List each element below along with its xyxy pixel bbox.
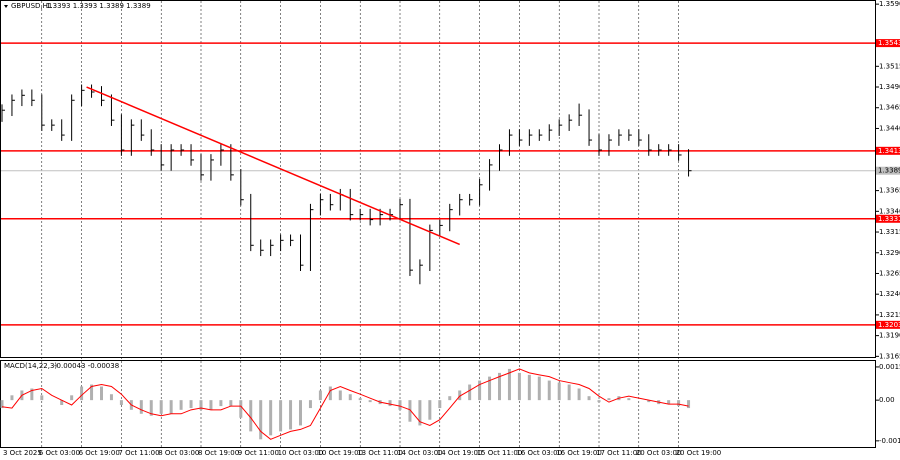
chart-title: GBPUSD,H1 [11, 2, 52, 10]
indicator-values: -0.00043 -0.00038 [54, 362, 119, 370]
y-tick-label: 1.3240 [879, 290, 900, 298]
x-tick-label: 20 Oct 19:00 [676, 449, 722, 457]
x-tick-label: 6 Oct 03:00 [39, 449, 80, 457]
trend-line [86, 86, 460, 246]
menu-arrow [4, 5, 8, 8]
indicator-title: MACD(14,22,3) [4, 362, 57, 370]
x-tick-label: 6 Oct 19:00 [79, 449, 120, 457]
macd-panel [0, 360, 876, 448]
y-tick-label: 1.3190 [879, 332, 900, 340]
x-tick-label: 20 Oct 03:00 [636, 449, 682, 457]
level-box [876, 320, 900, 329]
y-tick-label: 0.00 [879, 396, 895, 404]
y-tick-label: 1.3215 [879, 311, 900, 319]
signal-line [1, 368, 689, 440]
price-panel [0, 0, 876, 358]
level-label: 1.3413 [878, 147, 900, 155]
x-tick-label: 16 Oct 03:00 [516, 449, 562, 457]
x-tick-label: 13 Oct 11:00 [357, 449, 403, 457]
y-tick-label: 1.3315 [879, 228, 900, 236]
x-tick-label: 8 Oct 19:00 [198, 449, 239, 457]
x-tick-label: 14 Oct 19:00 [437, 449, 483, 457]
level-box [876, 146, 900, 155]
current-price-box [876, 166, 900, 175]
level-box [876, 39, 900, 48]
x-tick-label: 15 Oct 11:00 [477, 449, 523, 457]
y-tick-label: 1.3465 [879, 104, 900, 112]
current-price-label: 1.3389 [878, 167, 900, 175]
y-tick-label: 0.00151 [879, 363, 900, 371]
y-tick-label: 1.3490 [879, 83, 900, 91]
y-tick-label: 1.3365 [879, 187, 900, 195]
x-tick-label: 10 Oct 03:00 [278, 449, 324, 457]
x-tick-label: 9 Oct 11:00 [238, 449, 279, 457]
x-tick-label: 10 Oct 19:00 [317, 449, 363, 457]
y-tick-label: 1.3340 [879, 207, 900, 215]
y-tick-label: 1.3440 [879, 124, 900, 132]
y-tick-label: 1.3265 [879, 269, 900, 277]
level-label: 1.3203 [878, 321, 900, 329]
x-tick-label: 14 Oct 03:00 [397, 449, 443, 457]
x-tick-label: 7 Oct 11:00 [118, 449, 159, 457]
y-tick-label: 1.3165 [879, 352, 900, 360]
chart-quote: 1.3393 1.3393 1.3389 1.3389 [46, 2, 151, 10]
x-tick-label: 3 Oct 2025 [3, 449, 42, 457]
x-tick-label: 17 Oct 11:00 [596, 449, 642, 457]
level-box [876, 214, 900, 223]
x-tick-label: 8 Oct 03:00 [158, 449, 199, 457]
y-tick-label: 1.3515 [879, 62, 900, 70]
level-label: 1.3543 [878, 39, 900, 47]
y-tick-label: 1.3590 [879, 0, 900, 8]
y-tick-label: -0.00185 [879, 437, 900, 445]
x-tick-label: 16 Oct 19:00 [556, 449, 602, 457]
y-tick-label: 1.3290 [879, 249, 900, 257]
